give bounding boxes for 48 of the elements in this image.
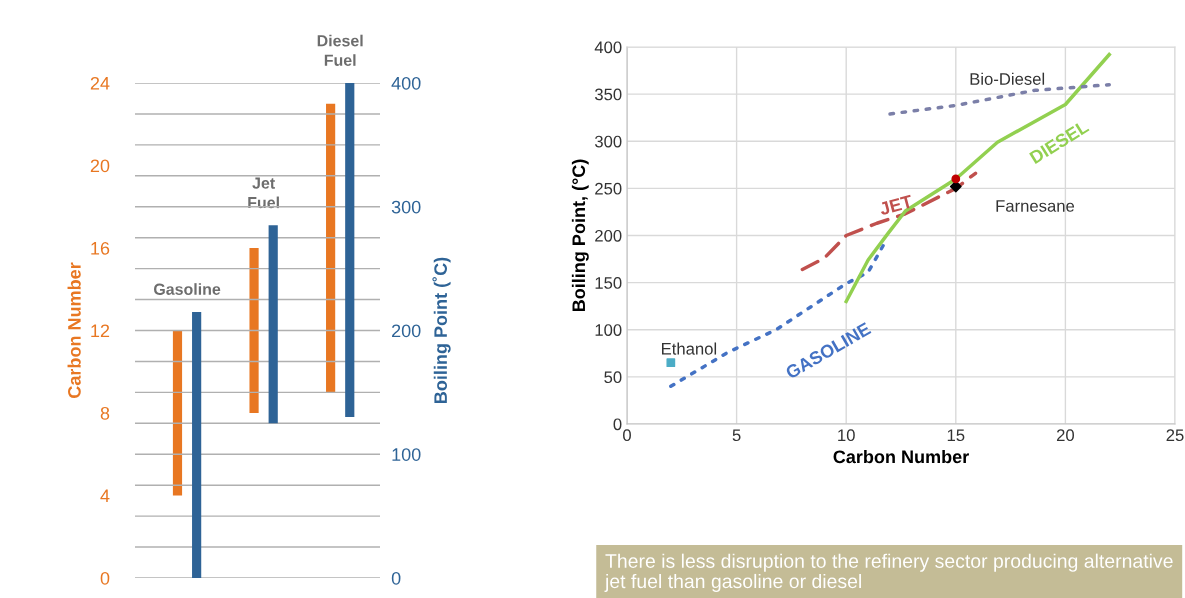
- x-tick-label: 5: [732, 429, 741, 442]
- bar: [345, 83, 355, 418]
- y-tick-label: 400: [594, 41, 622, 54]
- y-tick-label: 150: [595, 277, 622, 289]
- y-tick-label: 200: [595, 229, 622, 242]
- bar: [192, 311, 202, 578]
- text: Farnesane: [996, 200, 1075, 212]
- x-tick-label: 10: [838, 429, 855, 442]
- series-label: Bio-Diesel: [970, 72, 1045, 85]
- x-tick-label: Diesel Fuel: [317, 34, 363, 66]
- y-axis-title: Carbon Number: [67, 262, 81, 398]
- y-tick-label: 300: [594, 135, 622, 148]
- x-tick-label: 20: [1056, 429, 1075, 442]
- y2-tick-label: 0: [391, 571, 401, 585]
- y-tick-label: 0: [100, 571, 110, 585]
- series-label: Ethanol: [662, 342, 717, 355]
- x-tick-label: 0: [623, 429, 631, 442]
- text: JET: [878, 194, 914, 216]
- text: There is less disruption to the refinery sector producing alternative jet fuel than gasoline or diesel: [604, 553, 1173, 593]
- y-tick-label: 50: [604, 371, 622, 384]
- bar: [326, 103, 336, 393]
- y-tick-label: 20: [90, 159, 110, 173]
- bar: [249, 248, 259, 413]
- x-tick-label: Gasoline: [153, 283, 221, 295]
- bar: [172, 330, 183, 496]
- y-axis-title: Boiling Point, (°C): [571, 159, 589, 312]
- y-tick-label: 0: [613, 418, 622, 431]
- y2-axis-title: Boiling Point (˚C): [432, 257, 451, 403]
- x-tick-label: 25: [1166, 429, 1184, 442]
- y2-tick-label: 200: [392, 324, 421, 338]
- x-tick-label: 15: [947, 429, 965, 442]
- y-tick-label: 24: [90, 76, 110, 90]
- y2-tick-label: 400: [391, 76, 421, 90]
- line-series: [800, 171, 978, 272]
- y2-tick-label: 100: [392, 448, 421, 461]
- y-tick-label: 250: [595, 182, 622, 195]
- y-tick-label: 100: [595, 324, 622, 336]
- y-tick-label: 12: [91, 324, 110, 338]
- line-series: [844, 52, 1111, 304]
- y-tick-label: 350: [594, 88, 622, 101]
- y2-tick-label: 300: [391, 200, 421, 214]
- bar: [268, 225, 278, 424]
- x-axis-title: Carbon Number: [833, 449, 969, 464]
- y-tick-label: 8: [100, 406, 110, 420]
- y-tick-label: 4: [100, 489, 110, 503]
- point: [666, 358, 676, 368]
- point: [951, 174, 961, 184]
- y-tick-label: 16: [91, 241, 110, 255]
